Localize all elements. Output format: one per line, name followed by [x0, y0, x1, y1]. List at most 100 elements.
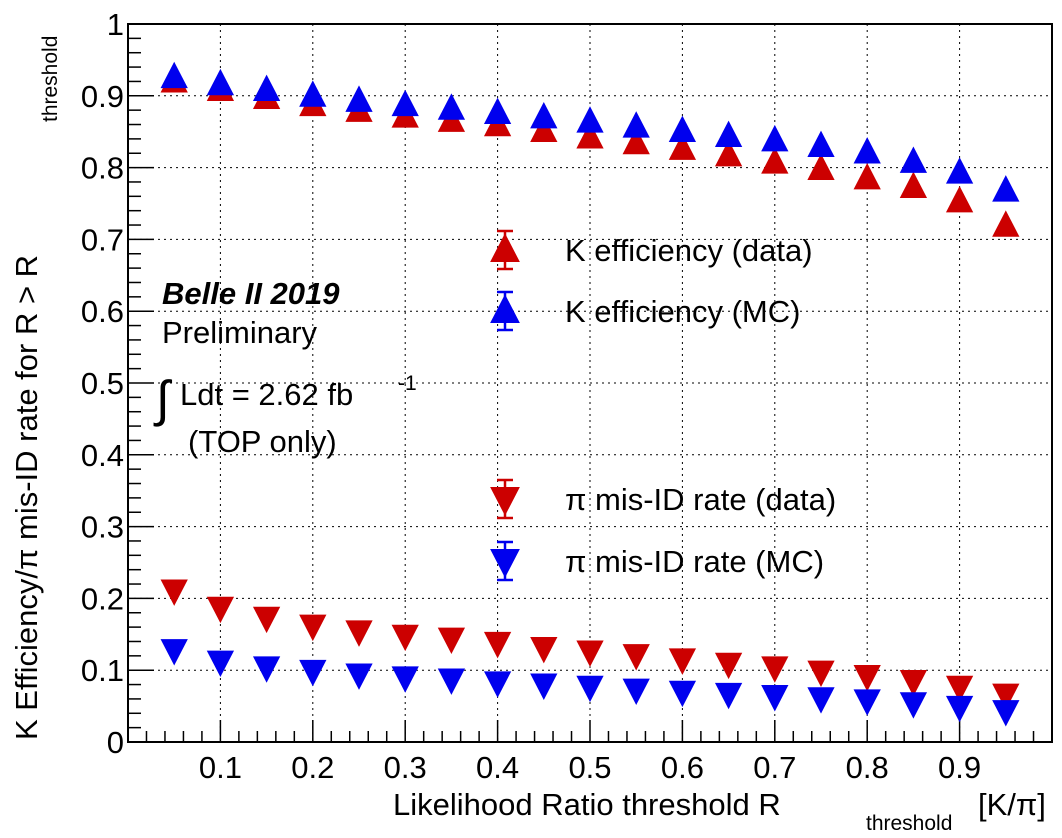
data-point	[761, 656, 789, 683]
data-point	[807, 660, 835, 688]
y-tick-label: 0.6	[81, 294, 124, 329]
data-point	[853, 689, 881, 716]
data-point	[252, 74, 281, 102]
status-label: Preliminary	[162, 315, 318, 350]
data-point	[206, 596, 235, 624]
experiment-annotation: Belle II 2019 Preliminary ∫ Ldt = 2.62 f…	[153, 276, 417, 459]
data-point	[483, 97, 512, 125]
data-point	[714, 139, 743, 167]
y-axis-title-subscript: threshold	[39, 36, 62, 122]
data-point	[530, 101, 558, 129]
x-axis-title-main: Likelihood Ratio threshold R	[393, 787, 781, 822]
data-point	[483, 631, 512, 659]
data-point	[853, 162, 881, 190]
y-tick-label: 0	[107, 725, 124, 760]
x-tick-label: 0.1	[199, 750, 242, 785]
data-point	[622, 644, 650, 671]
data-point	[437, 627, 466, 655]
data-point	[160, 579, 188, 606]
y-tick-label: 0.2	[81, 581, 124, 616]
data-point	[622, 678, 650, 705]
data-point	[576, 640, 604, 667]
legend-label: K efficiency (data)	[565, 233, 813, 268]
data-point	[945, 695, 974, 723]
note-label: (TOP only)	[188, 424, 337, 459]
x-tick-label: 0.9	[938, 750, 981, 785]
axis-ticks: 0.1 0.2 0.3 0.4 0.5 0.6 0.7 0.8 0.9 0 0.1 0.2 0.3 0.4…	[81, 7, 1035, 785]
data-point	[668, 648, 697, 675]
x-tick-label: 0.4	[476, 750, 519, 785]
y-tick-label: 0.7	[81, 222, 124, 257]
grid	[128, 24, 1052, 742]
data-point	[391, 89, 419, 117]
data-point	[807, 687, 835, 714]
data-point	[853, 137, 881, 164]
data-point	[299, 659, 327, 687]
luminosity-label: Ldt = 2.62 fb	[180, 377, 353, 412]
legend-marker	[490, 294, 520, 323]
series-1	[160, 61, 1020, 202]
x-tick-label: 0.8	[846, 750, 889, 785]
legend-marker	[490, 233, 520, 262]
data-point	[299, 80, 327, 107]
legend-marker	[490, 549, 520, 578]
data-point	[345, 85, 373, 112]
data-point	[899, 146, 928, 173]
data-point	[945, 675, 974, 703]
x-axis-title: Likelihood Ratio threshold R threshold […	[393, 787, 1046, 835]
data-point	[252, 656, 281, 683]
legend-label: π mis-ID rate (MC)	[565, 544, 824, 579]
y-tick-label: 0.3	[81, 510, 124, 545]
data-point	[761, 685, 789, 712]
data-point	[530, 115, 558, 142]
data-point	[899, 669, 928, 697]
data-point	[992, 700, 1020, 727]
data-point	[391, 666, 419, 693]
data-point	[761, 124, 789, 152]
data-point	[945, 157, 974, 184]
data-point	[668, 133, 697, 160]
data-point	[160, 639, 188, 666]
y-tick-label: 0.8	[81, 151, 124, 186]
x-axis-title-subscript: threshold	[866, 812, 952, 835]
integral-symbol: ∫	[153, 371, 173, 427]
legend-entry-3: π mis-ID rate (MC)	[490, 540, 824, 582]
y-tick-label: 0.4	[81, 438, 124, 473]
data-point	[622, 111, 650, 138]
data-point	[483, 671, 512, 698]
data-point	[576, 122, 604, 149]
y-axis-title-main: K Efficiency/π mis-ID rate for R > R	[9, 255, 44, 740]
x-axis-title-unit: [K/π]	[978, 787, 1046, 822]
data-point	[530, 673, 558, 700]
y-tick-label: 0.5	[81, 366, 124, 401]
legend-entry-2: π mis-ID rate (data)	[490, 478, 836, 520]
data-point	[668, 115, 697, 142]
data-point	[345, 663, 373, 690]
y-tick-label: 0.9	[81, 79, 124, 114]
data-point	[992, 683, 1020, 711]
data-point	[714, 652, 743, 680]
x-tick-label: 0.7	[753, 750, 796, 785]
data-point	[576, 675, 604, 703]
data-point	[437, 668, 466, 695]
data-point	[252, 606, 281, 634]
legend-label: K efficiency (MC)	[565, 294, 800, 329]
experiment-label: Belle II 2019	[162, 276, 340, 311]
data-point	[853, 664, 881, 692]
luminosity-unit-superscript: -1	[398, 372, 417, 395]
data-point	[530, 636, 558, 664]
data-point	[437, 93, 466, 120]
data-point	[714, 682, 743, 710]
series-markers	[160, 61, 1020, 727]
y-axis-title: K Efficiency/π mis-ID rate for R > R thr…	[9, 36, 62, 740]
data-point	[345, 620, 373, 647]
x-tick-label: 0.6	[661, 750, 704, 785]
data-point	[160, 61, 188, 89]
legend-entry-1: K efficiency (MC)	[490, 290, 800, 332]
data-point	[992, 210, 1020, 237]
data-point	[576, 106, 604, 133]
x-tick-label: 0.2	[291, 750, 334, 785]
x-tick-label: 0.3	[384, 750, 427, 785]
data-point	[299, 614, 327, 642]
x-tick-label: 0.5	[568, 750, 611, 785]
